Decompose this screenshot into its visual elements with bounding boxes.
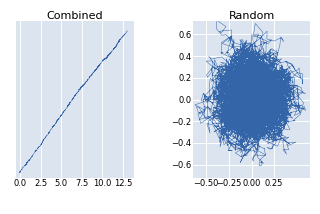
Title: Combined: Combined: [47, 11, 103, 21]
Title: Random: Random: [228, 11, 275, 21]
